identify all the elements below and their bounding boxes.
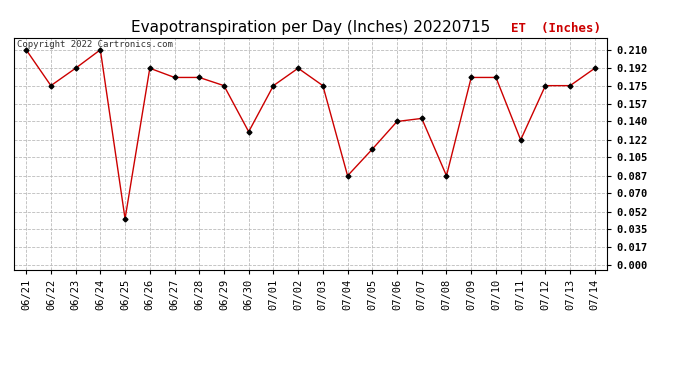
Title: Evapotranspiration per Day (Inches) 20220715: Evapotranspiration per Day (Inches) 2022…: [131, 20, 490, 35]
Text: ET  (Inches): ET (Inches): [511, 22, 601, 35]
Text: Copyright 2022 Cartronics.com: Copyright 2022 Cartronics.com: [17, 40, 172, 49]
